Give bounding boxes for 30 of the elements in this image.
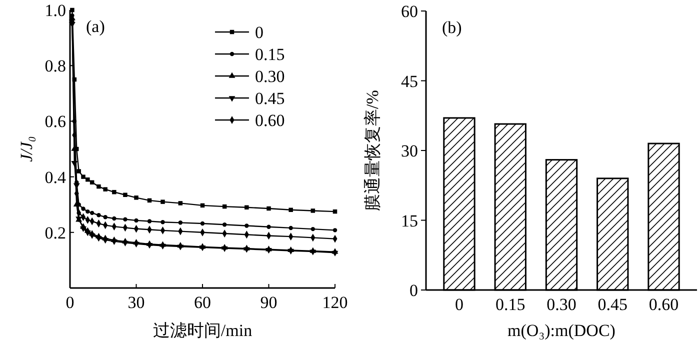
x-axis-title: m(O₃):m(DOC) — [508, 321, 616, 340]
x-tick-label: 60 — [194, 293, 211, 312]
x-tick-label: 0 — [454, 295, 464, 314]
y-tick-label: 45 — [401, 72, 418, 91]
x-tick-label: 30 — [128, 293, 145, 312]
y-tick-label: 15 — [401, 211, 418, 230]
y-tick-label: 1.0 — [44, 1, 66, 20]
y-tick-label: 0.6 — [44, 112, 66, 132]
x-tick-label: 0.30 — [546, 295, 576, 314]
x-tick-label: 0.15 — [495, 295, 526, 314]
legend-label: 0 — [255, 23, 264, 42]
legend-label: 0.30 — [255, 67, 285, 86]
y-axis-title: 膜通量恢复率/% — [363, 90, 382, 211]
y-tick-label: 0.4 — [44, 168, 66, 187]
x-tick-label: 0.60 — [648, 295, 679, 314]
x-tick-label: 90 — [260, 293, 278, 312]
legend-label: 0.45 — [255, 89, 285, 108]
chart-title: (a) — [86, 17, 105, 36]
chart-title: (b) — [442, 18, 462, 37]
legend-label: 0.15 — [255, 45, 285, 64]
y-tick-label: 30 — [401, 142, 418, 160]
legend-label: 0.60 — [255, 111, 285, 130]
x-tick-label: 0.45 — [598, 295, 628, 314]
y-tick-label: 0 — [410, 281, 418, 300]
y-tick-label: 0.2 — [44, 223, 66, 242]
y-tick-label: 60 — [401, 2, 418, 21]
y-tick-label: 0.8 — [44, 56, 66, 76]
x-tick-label: 120 — [322, 293, 348, 312]
y-axis-title: J/J₀ — [17, 136, 36, 162]
x-axis-title: 过滤时间/min — [152, 321, 253, 340]
